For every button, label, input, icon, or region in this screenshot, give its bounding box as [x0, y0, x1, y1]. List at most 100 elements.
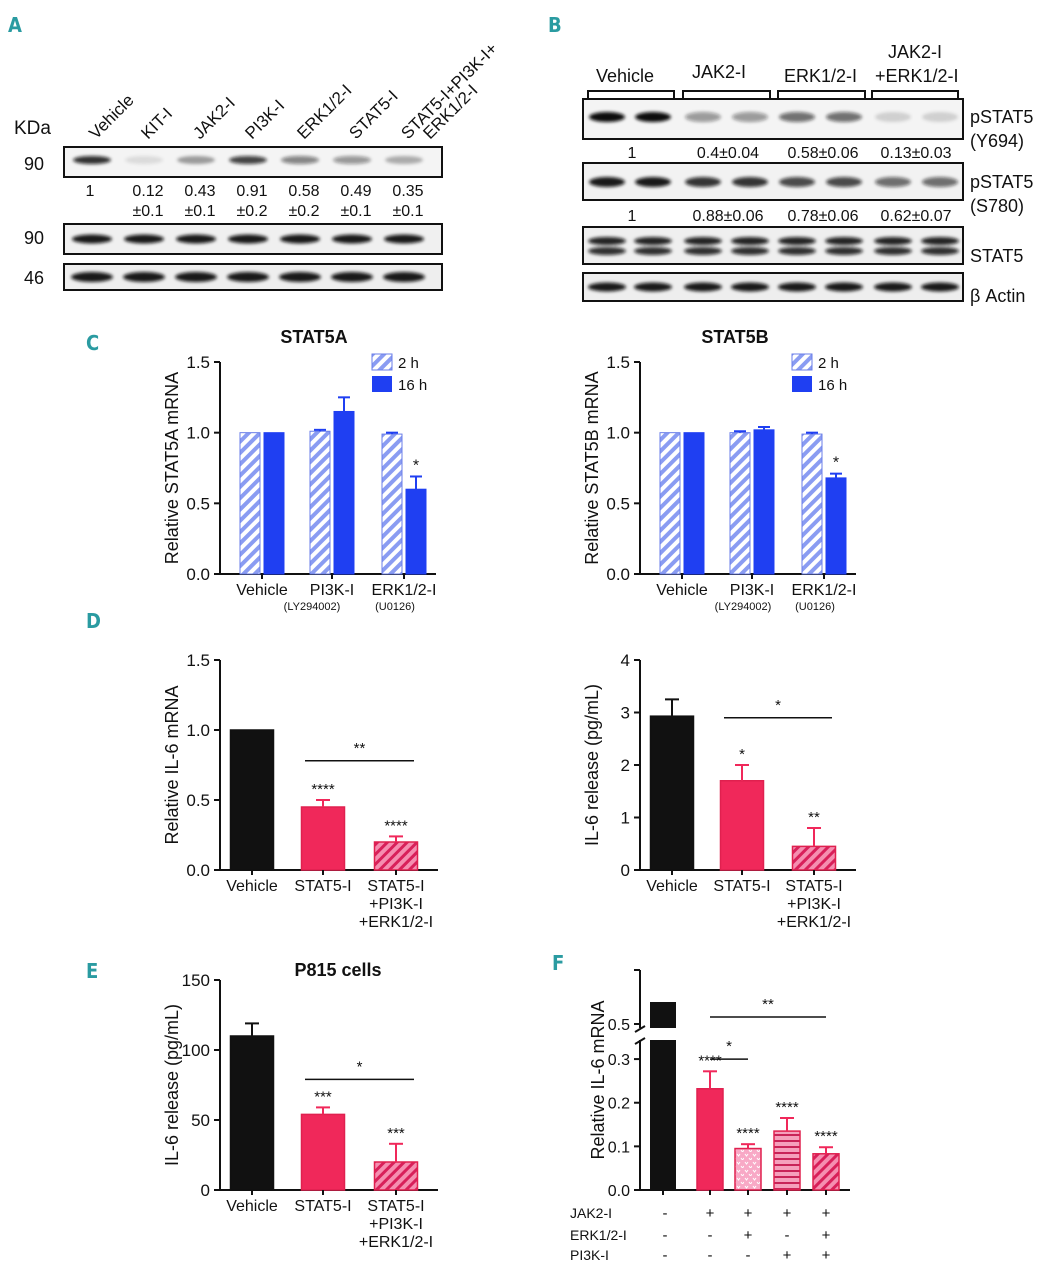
significance-star: * — [775, 697, 781, 714]
axis-break-mark — [634, 1025, 646, 1033]
y-tick-label: 0.5 — [608, 1017, 630, 1034]
group-jak2: JAK2-I — [692, 62, 746, 82]
y-tick-label: 0.5 — [606, 494, 630, 513]
group-combo-1: JAK2-I — [888, 42, 942, 62]
x-tick-label: +ERK1/2-I — [359, 914, 433, 931]
quant2-0: 1 — [628, 208, 637, 225]
x-tick-label: STAT5-I — [294, 878, 351, 895]
quant1-1: 0.4±0.04 — [697, 145, 759, 162]
y-tick-label: 0.2 — [608, 1096, 630, 1113]
band-b-row3b — [825, 247, 863, 255]
significance-star: ** — [762, 996, 774, 1013]
group-vehicle: Vehicle — [596, 66, 654, 86]
y-tick-label: 1.0 — [186, 424, 210, 443]
x-tick-label: ERK1/2-I — [792, 582, 857, 599]
x-tick-label: Vehicle — [656, 582, 708, 599]
band-b-row1 — [826, 112, 862, 122]
band-b-row3a — [684, 237, 722, 245]
band-b-row2 — [589, 177, 625, 187]
significance-star: ** — [808, 809, 820, 826]
lane-label-pi3k-i: PI3K-I — [241, 96, 288, 143]
lane-label-jak2-i: JAK2-I — [189, 93, 239, 143]
bar — [773, 1130, 801, 1191]
band-row2 — [332, 234, 372, 244]
axis-break-mark — [634, 1037, 646, 1045]
bar — [239, 432, 261, 575]
chart-title: STAT5A — [280, 327, 347, 347]
f-sign: - — [663, 1247, 668, 1264]
band-row3 — [123, 272, 165, 282]
legend-swatch — [372, 376, 392, 392]
significance-star: ** — [354, 740, 366, 757]
band-b-row2 — [875, 177, 911, 187]
quant-value: 0.58 — [288, 183, 319, 200]
band-b-row1 — [922, 112, 958, 122]
quant1-0: 1 — [628, 145, 637, 162]
quant1-2: 0.58±0.06 — [787, 145, 858, 162]
band-row1 — [281, 156, 319, 164]
chart-title: P815 cells — [294, 960, 381, 980]
x-tick-label: +ERK1/2-I — [359, 1234, 433, 1251]
lane-label-vehicle: Vehicle — [85, 91, 137, 143]
bar-lower — [650, 1040, 676, 1190]
x-tick-label: Vehicle — [646, 878, 698, 895]
significance-star: **** — [384, 817, 408, 834]
panel-e-letter: E — [86, 959, 98, 983]
band-b-row1 — [635, 112, 671, 122]
band-row2 — [280, 234, 320, 244]
significance-star: * — [739, 746, 745, 763]
band-row3 — [227, 272, 269, 282]
y-tick-label: 0.0 — [608, 1183, 630, 1200]
band-b-row4 — [825, 282, 863, 292]
significance-star: **** — [311, 781, 335, 798]
group-combo-2: +ERK1/2-I — [875, 66, 959, 86]
chart-d2: 0 1 2 3 4 IL-6 release (pg/mL) Vehicle * STAT5-I… — [582, 651, 856, 931]
marker-46: 46 — [24, 268, 44, 288]
significance-star: **** — [736, 1125, 760, 1142]
row-label-stat5: STAT5 — [970, 246, 1023, 266]
y-tick-label: 0.0 — [186, 565, 210, 584]
legend-swatch — [371, 353, 393, 371]
significance-star: **** — [698, 1052, 722, 1069]
y-axis-label: Relative IL-6 mRNA — [588, 1000, 608, 1159]
quant-error: ±0.2 — [288, 203, 319, 220]
row-label-pstat5-s: pSTAT5 — [970, 172, 1033, 192]
band-b-row2 — [779, 177, 815, 187]
band-row1 — [333, 156, 371, 164]
x-tick-label: ERK1/2-I — [372, 582, 437, 599]
legend-label: 2 h — [398, 355, 419, 372]
c2-sub-ly: (LY294002) — [715, 601, 772, 613]
bar — [300, 806, 346, 871]
band-b-row2 — [635, 177, 671, 187]
bar — [734, 1147, 762, 1191]
band-b-row4 — [588, 282, 626, 292]
band-b-row4 — [921, 282, 959, 292]
y-tick-label: 1.0 — [186, 721, 210, 740]
bar — [381, 433, 403, 575]
chart-title: STAT5B — [701, 327, 768, 347]
lane-label-combo-1: STAT5-I+PI3K-I+ — [397, 39, 501, 143]
panel-f-letter: F — [552, 951, 564, 975]
marker-90-a: 90 — [24, 154, 44, 174]
legend-label: 2 h — [818, 355, 839, 372]
band-row1 — [385, 156, 423, 164]
y-tick-label: 4 — [621, 651, 630, 670]
x-tick-label: STAT5-I — [367, 1198, 424, 1215]
quant-error: ±0.1 — [132, 203, 163, 220]
y-tick-label: 50 — [191, 1111, 210, 1130]
x-tick-label: STAT5-I — [713, 878, 770, 895]
lane-label-kit-i: KIT-I — [137, 104, 176, 143]
band-b-row4 — [778, 282, 816, 292]
x-tick-label: Vehicle — [236, 582, 288, 599]
legend-label: 16 h — [398, 377, 427, 394]
band-b-row2 — [826, 177, 862, 187]
bar — [229, 1035, 275, 1191]
quant-value: 1 — [86, 183, 95, 200]
panel-c-letter: C — [86, 331, 99, 355]
band-b-row3b — [778, 247, 816, 255]
blot-b-row3 — [582, 226, 964, 265]
y-tick-label: 0.1 — [608, 1139, 630, 1156]
